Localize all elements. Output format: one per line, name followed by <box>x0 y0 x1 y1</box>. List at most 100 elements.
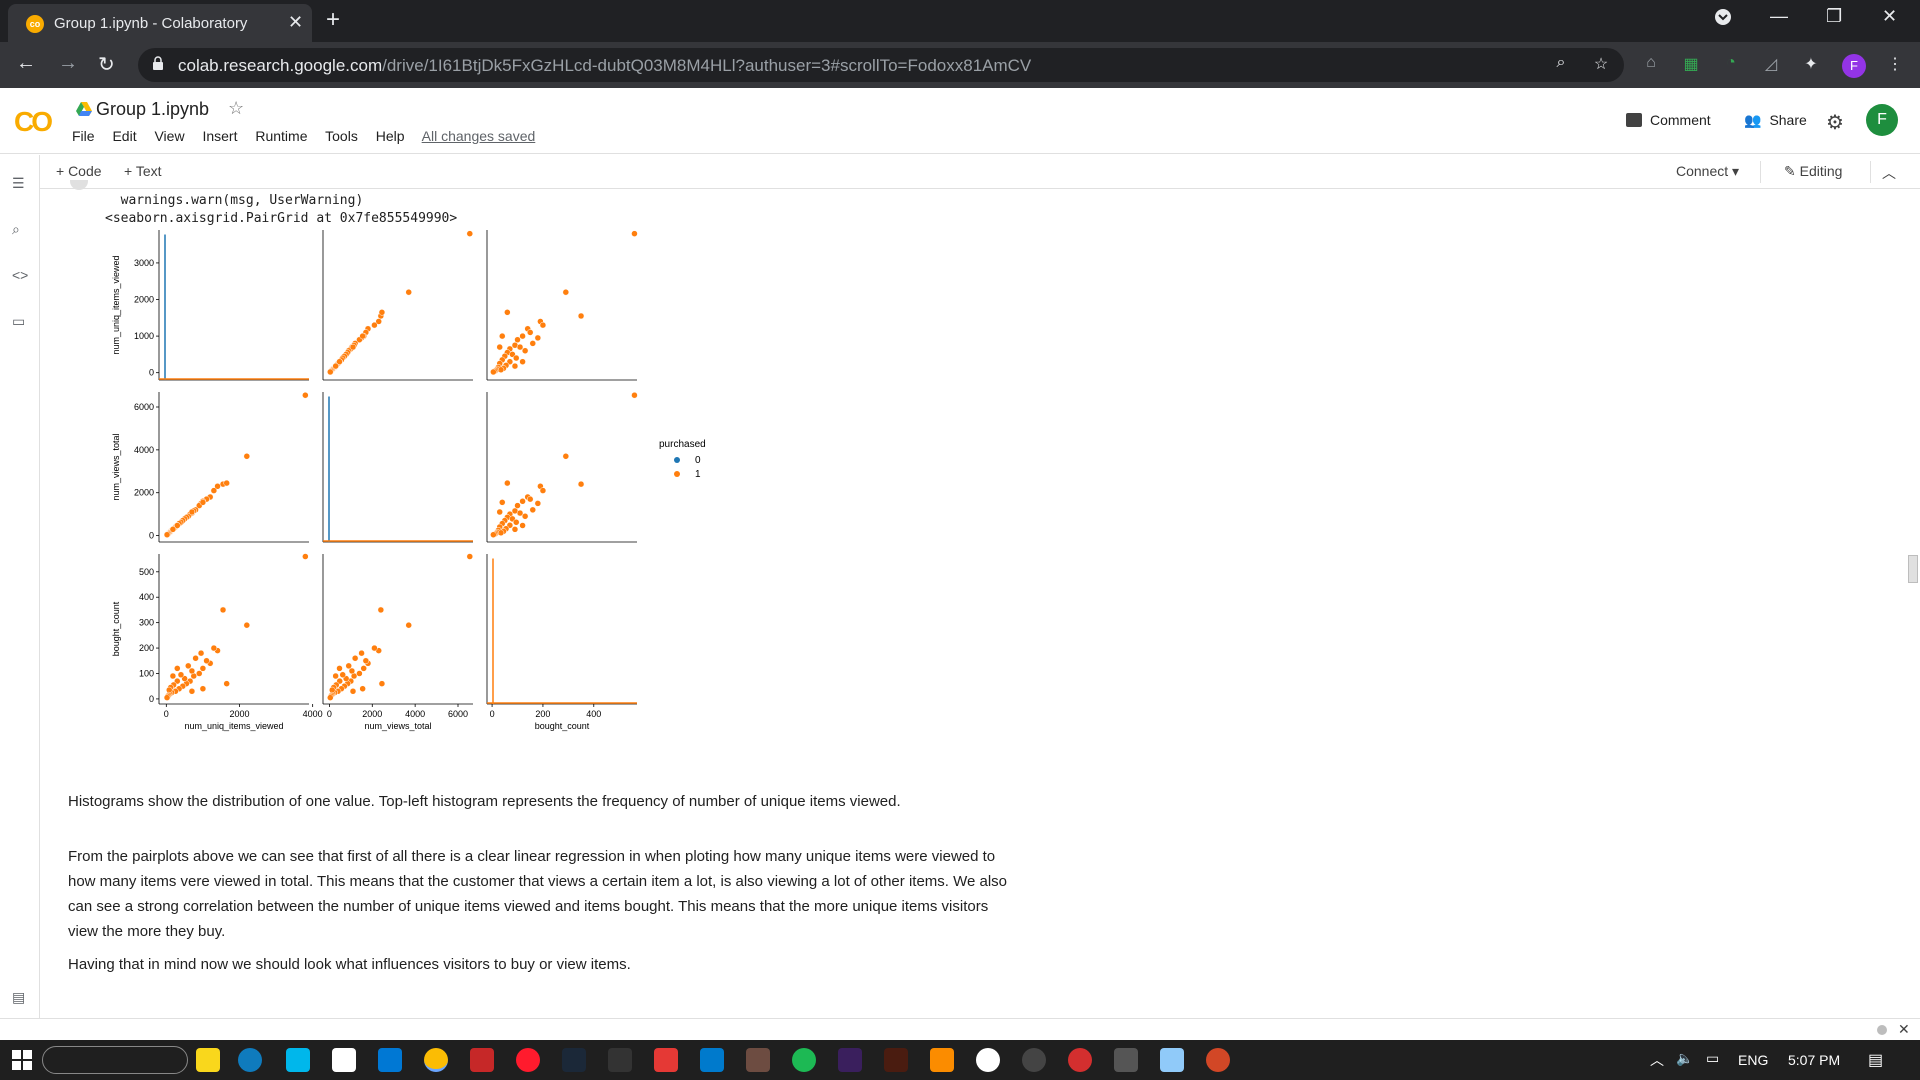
menu-edit[interactable]: Edit <box>112 128 137 144</box>
extension-home-icon[interactable]: ⌂ <box>1646 54 1656 71</box>
x-tick-label: 0 <box>164 709 169 719</box>
extension-grid-icon[interactable]: ▦ <box>1683 56 1699 73</box>
store-icon[interactable] <box>332 1048 356 1072</box>
msi-icon[interactable] <box>1114 1048 1138 1072</box>
comment-button[interactable]: Comment <box>1626 112 1711 128</box>
volume-icon[interactable]: 🔈 <box>1676 1050 1694 1066</box>
zoom-icon[interactable]: ⌕ <box>1556 54 1566 71</box>
pairplot-chart: 0100020003000num_uniq_items_viewed020004… <box>111 230 706 731</box>
vscode-icon[interactable] <box>700 1048 724 1072</box>
scatter-point <box>378 680 386 687</box>
status-close-icon[interactable]: ✕ <box>1898 1021 1910 1037</box>
cell-run-indicator[interactable] <box>70 180 88 190</box>
app-icon[interactable] <box>654 1048 678 1072</box>
terminal-icon[interactable]: ▤ <box>12 989 26 1005</box>
add-code-button[interactable]: + Code <box>56 163 102 179</box>
x-axis-label: num_views_total <box>364 721 431 731</box>
scatter-point <box>539 487 547 494</box>
menu-runtime[interactable]: Runtime <box>255 128 308 144</box>
chrome-icon[interactable] <box>424 1048 448 1072</box>
clock[interactable]: 5:07 PM <box>1788 1052 1841 1068</box>
powerpoint-icon[interactable] <box>1206 1048 1230 1072</box>
star-icon[interactable]: ☆ <box>228 98 245 118</box>
vegas-icon[interactable] <box>884 1048 908 1072</box>
eye-app-icon[interactable] <box>976 1048 1000 1072</box>
language-indicator[interactable]: ENG <box>1738 1052 1769 1068</box>
t-app-icon[interactable] <box>1068 1048 1092 1072</box>
minimize-icon[interactable]: — <box>1770 6 1788 26</box>
browser-menu-icon[interactable]: ⋮ <box>1887 56 1903 73</box>
menu-insert[interactable]: Insert <box>202 128 238 144</box>
restore-icon[interactable]: ❐ <box>1826 6 1843 26</box>
toc-icon[interactable]: ☰ <box>12 175 25 191</box>
extensions-puzzle-icon[interactable]: ✦ <box>1804 56 1818 73</box>
tab-search-icon[interactable] <box>1714 8 1732 31</box>
markdown-paragraph-histograms: Histograms show the distribution of one … <box>68 793 901 810</box>
game-icon[interactable] <box>746 1048 770 1072</box>
file-explorer-icon[interactable] <box>196 1048 220 1072</box>
add-text-button[interactable]: + Text <box>124 163 162 179</box>
scrollbar-thumb[interactable] <box>1908 555 1918 583</box>
new-tab-button[interactable]: + <box>326 6 341 33</box>
user-avatar[interactable]: F <box>1866 104 1898 136</box>
tab-close-icon[interactable]: ✕ <box>288 12 304 32</box>
menu-tools[interactable]: Tools <box>325 128 358 144</box>
bookmark-star-icon[interactable]: ☆ <box>1593 56 1609 73</box>
menu-help[interactable]: Help <box>375 128 405 144</box>
colab-header: CO Group 1.ipynb ☆ File Edit View Insert… <box>0 88 1920 154</box>
terminal-app-icon[interactable] <box>608 1048 632 1072</box>
address-bar[interactable]: colab.research.google.com/drive/1I61BtjD… <box>138 48 1624 82</box>
battery-icon[interactable]: ▭ <box>1706 1050 1720 1066</box>
lock-icon <box>153 56 163 70</box>
reload-icon[interactable]: ↻ <box>98 54 115 76</box>
editing-button[interactable]: ✎ Editing <box>1784 163 1842 180</box>
scatter-point <box>371 321 378 329</box>
obs-icon[interactable] <box>1022 1048 1046 1072</box>
tray-chevron-icon[interactable]: ︿ <box>1650 1052 1664 1068</box>
opera-icon[interactable] <box>516 1048 540 1072</box>
colab-logo[interactable]: CO <box>14 106 53 137</box>
gear-icon[interactable]: ⚙ <box>1826 112 1844 134</box>
scatter-point <box>534 334 542 342</box>
legend-marker <box>674 471 680 477</box>
extension-check-icon[interactable]: ◔ <box>1726 54 1736 71</box>
forward-icon[interactable]: → <box>58 52 78 74</box>
steam-icon[interactable] <box>562 1048 586 1072</box>
code-snippets-icon[interactable]: <> <box>12 267 29 283</box>
back-icon[interactable]: ← <box>16 52 36 74</box>
razer-icon[interactable] <box>470 1048 494 1072</box>
xampp-icon[interactable] <box>930 1048 954 1072</box>
outlook-icon[interactable] <box>378 1048 402 1072</box>
scatter-point <box>521 347 529 354</box>
share-button[interactable]: 👥 Share <box>1744 112 1807 129</box>
notebook-title[interactable]: Group 1.ipynb <box>96 99 210 119</box>
chevron-down-icon: ▾ <box>1732 163 1740 179</box>
scatter-point <box>199 499 207 506</box>
notepad-icon[interactable] <box>1160 1048 1184 1072</box>
premiere-icon[interactable] <box>838 1048 862 1072</box>
scatter-point <box>243 621 251 629</box>
windows-start-icon[interactable] <box>12 1050 32 1070</box>
window-close-icon[interactable]: ✕ <box>1882 6 1898 26</box>
taskbar-search-icons[interactable] <box>42 1046 188 1074</box>
files-icon[interactable]: ▭ <box>12 313 26 329</box>
scatter-point <box>174 665 181 672</box>
y-axis-label: bought_count <box>111 601 121 656</box>
search-icon[interactable]: ⌕ <box>12 221 20 237</box>
profile-avatar[interactable]: F <box>1842 54 1866 78</box>
menu-view[interactable]: View <box>154 128 185 144</box>
chevron-up-icon[interactable]: ︿ <box>1882 165 1896 181</box>
notification-icon[interactable]: ▤ <box>1868 1052 1884 1069</box>
photoshop-icon[interactable] <box>286 1048 310 1072</box>
connect-button[interactable]: Connect ▾ <box>1676 163 1739 180</box>
extension-chart-icon[interactable]: ◿ <box>1764 56 1778 73</box>
browser-tab[interactable]: co Group 1.ipynb - Colaboratory ✕ <box>8 4 312 42</box>
x-tick-label: 2000 <box>229 709 249 719</box>
legend-marker <box>674 457 680 463</box>
edge-icon[interactable] <box>238 1048 262 1072</box>
spotify-icon[interactable] <box>792 1048 816 1072</box>
menu-file[interactable]: File <box>72 128 95 144</box>
scatter-point <box>499 499 506 506</box>
connect-label: Connect <box>1676 163 1729 179</box>
save-status[interactable]: All changes saved <box>421 128 536 144</box>
